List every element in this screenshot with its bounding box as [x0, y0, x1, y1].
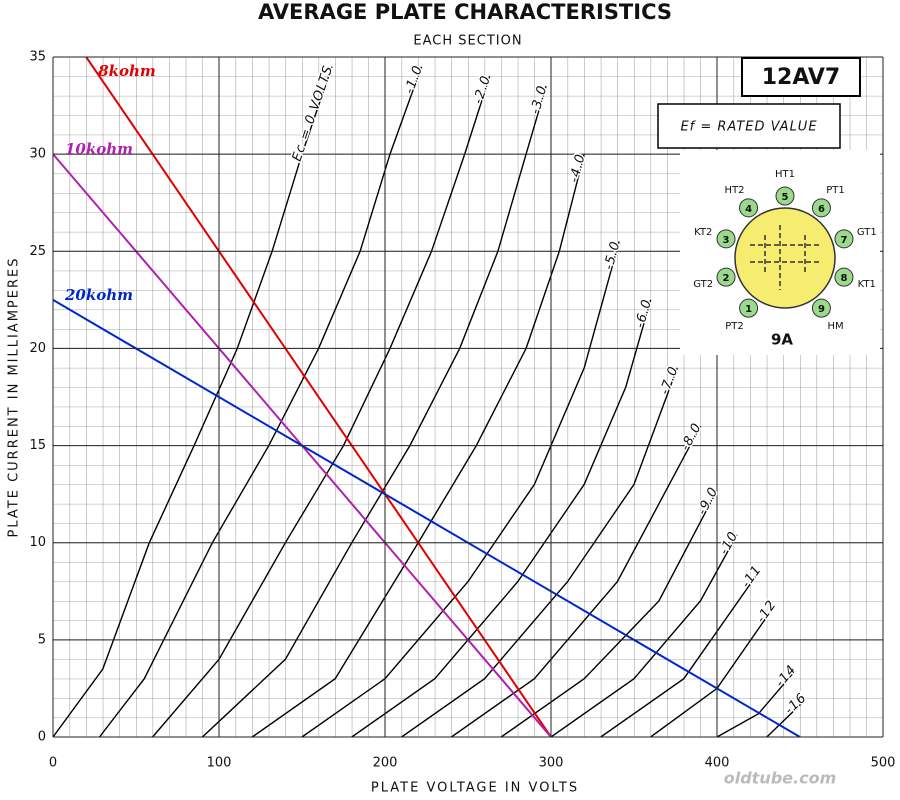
plate-curve [766, 699, 806, 737]
base-type: 9A [771, 331, 793, 349]
pin-label: KT2 [694, 227, 712, 238]
x-tick-label: 100 [207, 756, 232, 771]
base-circle [734, 207, 836, 309]
pin [775, 186, 795, 206]
pin [811, 198, 831, 218]
load-line-label: 10kohm [65, 140, 133, 158]
pin-label: PT2 [725, 321, 744, 332]
pin [739, 298, 759, 318]
x-axis-label: PLATE VOLTAGE IN VOLTS [371, 781, 579, 796]
pin [716, 229, 736, 249]
pin [716, 267, 736, 287]
pin-number: 5 [782, 192, 789, 203]
plate-curve [301, 241, 620, 737]
load-line [85, 57, 552, 737]
pin-label: GT2 [693, 279, 713, 290]
pin [811, 298, 831, 318]
load-line-label: 20kohm [64, 286, 133, 304]
pin-label: KT1 [858, 279, 876, 290]
pin-number: 9 [818, 304, 825, 315]
y-tick-label: 0 [38, 730, 46, 745]
plate-curve [600, 569, 761, 737]
plate-curve [53, 66, 333, 737]
pin-number: 4 [745, 204, 752, 215]
x-tick-label: 500 [871, 756, 896, 771]
filament-note: Ef = RATED VALUE [680, 120, 817, 135]
pin-label: HT1 [775, 169, 795, 180]
pin-number: 8 [840, 273, 847, 284]
tube-name: 12AV7 [762, 65, 840, 90]
pin-number: 1 [745, 304, 752, 315]
y-tick-label: 30 [29, 147, 46, 162]
y-tick-label: 35 [29, 50, 46, 65]
watermark: oldtube.com [724, 769, 837, 788]
pin-number: 6 [818, 204, 825, 215]
x-tick-label: 300 [539, 756, 564, 771]
pin-number: 2 [723, 273, 730, 284]
y-tick-label: 25 [29, 244, 46, 259]
pin [739, 198, 759, 218]
pin [834, 229, 854, 249]
x-tick-label: 0 [49, 756, 57, 771]
base-electrodes [750, 225, 820, 290]
pin-number: 3 [723, 235, 730, 246]
y-tick-label: 5 [38, 632, 46, 647]
y-tick-label: 10 [29, 535, 46, 550]
y-tick-label: 20 [29, 341, 46, 356]
pin-label: PT1 [826, 185, 845, 196]
y-axis-label: PLATE CURRENT IN MILLIAMPERES [7, 257, 22, 538]
load-line-label: 8kohm [98, 62, 156, 80]
x-tick-label: 400 [705, 756, 730, 771]
y-tick-label: 15 [29, 438, 46, 453]
pin-label: GT1 [857, 227, 877, 238]
filament-box [657, 103, 841, 149]
pin-label: HT2 [724, 185, 744, 196]
chart-title: AVERAGE PLATE CHARACTERISTICS [258, 0, 672, 24]
pin-number: 7 [840, 235, 847, 246]
x-tick-label: 200 [373, 756, 398, 771]
plate-curve [450, 425, 702, 737]
chart-subtitle: EACH SECTION [413, 34, 522, 49]
pin-label: HM [827, 321, 843, 332]
pin [834, 267, 854, 287]
load-line [53, 299, 801, 737]
tube-box [741, 57, 861, 97]
